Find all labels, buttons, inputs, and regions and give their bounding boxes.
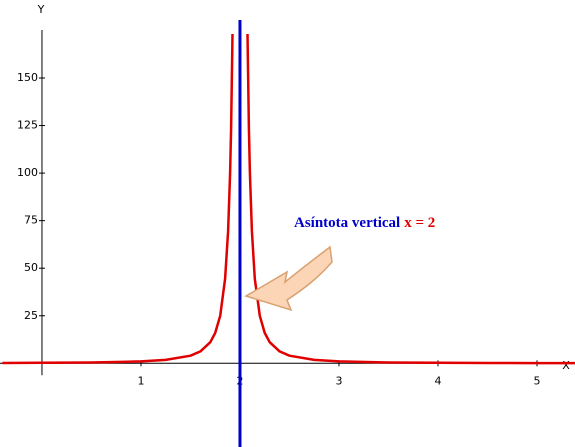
y-tick-label: 150 — [17, 71, 38, 84]
annotation-text: Asíntota vertical — [294, 215, 400, 231]
y-tick-label: 75 — [24, 214, 38, 227]
y-tick-label: 25 — [24, 309, 38, 322]
annotation: Asíntota vertical x = 2 — [294, 215, 435, 231]
y-tick-label: 50 — [24, 261, 38, 274]
x-tick-label: 5 — [533, 374, 540, 387]
annotation-equation: x = 2 — [404, 215, 435, 231]
y-tick-label: 125 — [17, 119, 38, 132]
x-tick-label: 3 — [335, 374, 342, 387]
y-axis-label: Y — [37, 3, 45, 16]
curve — [2, 33, 575, 365]
y-tick-label: 100 — [17, 166, 38, 179]
annotation-arrow — [244, 245, 333, 312]
x-axis-label: X — [562, 359, 570, 372]
x-tick-label: 4 — [434, 374, 441, 387]
x-tick-label: 1 — [137, 374, 144, 387]
